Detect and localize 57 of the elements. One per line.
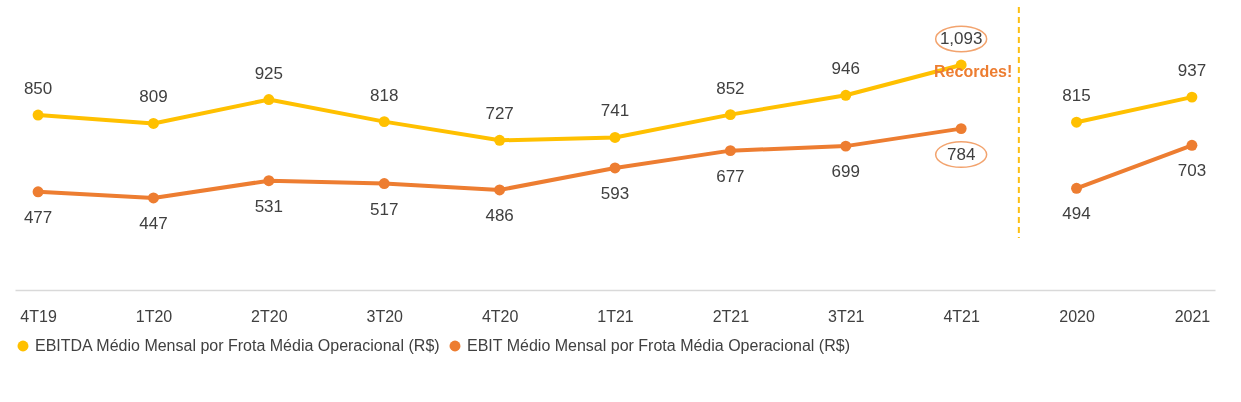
point: [724, 109, 736, 121]
data-label: 937: [1177, 61, 1207, 81]
legend-label: EBIT Médio Mensal por Frota Média Operacional (R$): [467, 337, 850, 354]
data-label: 531: [254, 196, 284, 216]
data-label: 447: [139, 213, 168, 233]
x-tick-label: 1T20: [135, 307, 173, 325]
data-label: 486: [485, 205, 514, 225]
data-label: 727: [485, 104, 514, 124]
legend-label: EBITDA Médio Mensal por Frota Média Operacional (R$): [35, 337, 440, 354]
x-tick-label: 2T21: [712, 307, 750, 325]
data-label: 809: [139, 87, 168, 107]
x-tick-label: 3T20: [366, 307, 404, 325]
data-label: 850: [23, 79, 53, 99]
data-label: 925: [254, 63, 284, 83]
x-tick-label: 4T19: [20, 307, 57, 325]
point: [840, 140, 852, 152]
x-tick-label: 4T21: [943, 307, 980, 325]
point: [1186, 139, 1198, 151]
data-label: 494: [1062, 204, 1091, 224]
point: [263, 175, 275, 187]
data-label: 677: [716, 166, 745, 186]
data-label: 517: [370, 199, 399, 219]
point: [1186, 91, 1198, 103]
x-tick-label: 2020: [1059, 307, 1095, 325]
point: [724, 145, 736, 157]
data-label: 477: [23, 207, 53, 227]
point: [840, 89, 852, 101]
point: [32, 186, 44, 198]
data-label: 703: [1177, 161, 1207, 181]
data-label: 593: [600, 183, 630, 203]
x-tick-label: 3T21: [828, 307, 865, 325]
point: [147, 118, 159, 129]
x-tick-label: 1T21: [597, 307, 634, 325]
x-tick-label: 4T20: [481, 307, 519, 325]
point: [609, 162, 621, 174]
point: [1071, 182, 1083, 194]
point: [494, 134, 506, 146]
data-label: 699: [831, 162, 860, 182]
point: [494, 184, 506, 196]
data-label: 815: [1062, 86, 1091, 106]
point: [1071, 116, 1083, 128]
data-label: 784: [946, 144, 976, 164]
point: [263, 94, 275, 106]
x-tick-label: 2T20: [251, 307, 288, 325]
point: [378, 116, 390, 128]
data-label: 852: [716, 78, 745, 98]
point: [32, 109, 44, 121]
point: [147, 192, 159, 204]
data-label: 1,093: [939, 29, 983, 48]
point: [955, 123, 967, 135]
point: [609, 131, 621, 143]
annotation: Recordes!: [934, 62, 1013, 80]
point: [378, 178, 390, 190]
data-label: 818: [370, 85, 399, 105]
x-tick-label: 2021: [1174, 307, 1211, 325]
data-label: 946: [831, 59, 860, 79]
data-label: 741: [600, 101, 630, 121]
